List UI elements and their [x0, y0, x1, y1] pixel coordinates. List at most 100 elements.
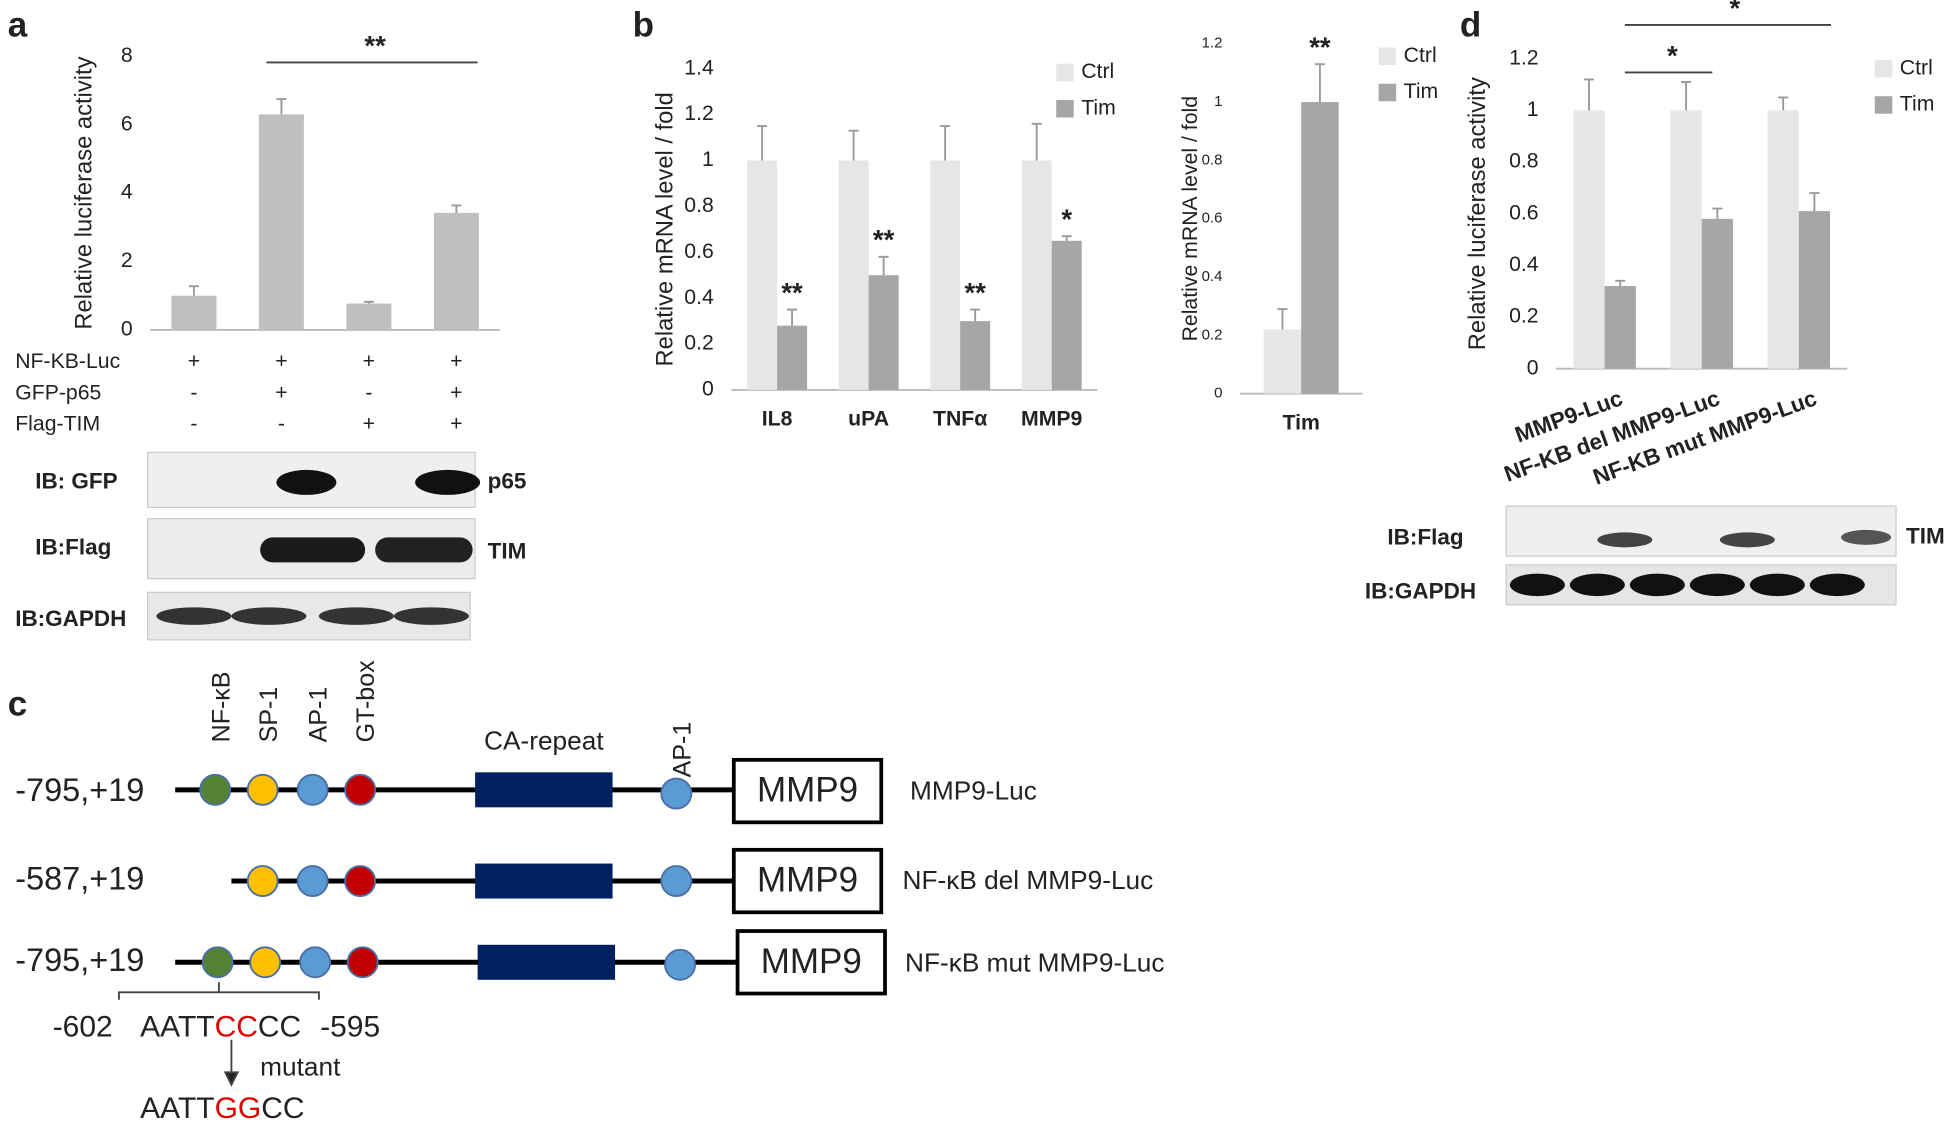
condition-mark: +	[450, 412, 462, 436]
error-bar	[970, 308, 981, 322]
panel-letter: d	[1460, 6, 1481, 45]
site-label: NF-κB	[207, 672, 235, 743]
bar	[747, 160, 778, 390]
condition-mark: +	[363, 412, 375, 436]
legend-label: Tim	[1404, 79, 1439, 103]
bar	[171, 295, 217, 330]
bar	[1573, 110, 1605, 369]
gene-label: MMP9	[757, 861, 858, 900]
gene-label: MMP9	[757, 771, 858, 810]
bar	[1021, 160, 1052, 390]
site-label: AP-1	[668, 722, 696, 778]
condition-name: Flag-TIM	[15, 412, 100, 436]
bar	[930, 160, 961, 390]
error-bar	[1277, 308, 1288, 330]
bar	[960, 321, 991, 390]
bar	[1263, 329, 1302, 394]
blot-label: IB:GAPDH	[15, 606, 126, 631]
range-label: -795,+19	[15, 772, 144, 808]
panel-letter: a	[8, 6, 28, 45]
mutant-sequence: AATTGGCC	[140, 1092, 304, 1125]
condition-mark: -	[365, 380, 372, 404]
condition-mark: +	[188, 349, 200, 373]
y-tick-label: 0.2	[1202, 326, 1223, 343]
construct-name: NF-κB del MMP9-Luc	[903, 865, 1154, 895]
y-tick-label: 1	[1214, 93, 1222, 110]
position-label: -595	[320, 1010, 380, 1043]
y-tick-label: 0.4	[1202, 268, 1223, 285]
error-bar	[1681, 81, 1692, 111]
legend-label: Ctrl	[1900, 55, 1933, 79]
blot-protein: p65	[488, 468, 527, 493]
panel-letter: b	[633, 6, 654, 45]
condition-mark: +	[450, 349, 462, 373]
error-bar	[451, 204, 462, 213]
significance: **	[964, 277, 986, 308]
panel-letter: c	[8, 684, 27, 723]
blot-label: IB:Flag	[35, 535, 111, 560]
y-tick-label: 1.2	[684, 101, 714, 125]
error-bar	[1031, 122, 1042, 161]
error-bar	[1584, 78, 1595, 111]
bar	[346, 303, 392, 330]
bar	[868, 275, 899, 390]
condition-name: GFP-p65	[15, 380, 101, 404]
y-axis-label: Relative luciferase activity	[71, 56, 97, 329]
range-label: -795,+19	[15, 942, 144, 978]
significance: **	[781, 277, 803, 308]
site-label: AP-1	[305, 687, 333, 743]
condition-name: NF-KB-Luc	[15, 349, 120, 373]
y-tick-label: 0.6	[684, 239, 714, 263]
construct-name: NF-κB mut MMP9-Luc	[905, 948, 1164, 978]
x-tick-label: Tim	[1282, 410, 1319, 434]
significance: *	[1061, 203, 1072, 234]
error-bar	[787, 308, 798, 326]
condition-mark: -	[190, 380, 197, 404]
y-tick-label: 0	[121, 317, 133, 341]
x-tick-label: TNFα	[933, 407, 987, 431]
position-label: -602	[53, 1010, 113, 1043]
y-tick-label: 0.2	[1509, 304, 1539, 328]
error-bar	[188, 285, 199, 296]
mutant-label: mutant	[260, 1051, 341, 1081]
bar	[1767, 110, 1799, 369]
condition-mark: -	[278, 412, 285, 436]
y-axis-label: Relative mRNA level / fold	[653, 92, 679, 366]
x-tick-label: uPA	[848, 407, 889, 431]
wild-sequence: AATTCCCC	[140, 1010, 301, 1043]
x-tick-label: IL8	[762, 407, 793, 431]
y-tick-label: 1.2	[1202, 35, 1223, 52]
y-tick-label: 1	[1527, 97, 1539, 121]
ca-label: CA-repeat	[484, 725, 604, 755]
error-bar	[363, 300, 374, 304]
y-tick-label: 8	[121, 43, 133, 67]
legend-label: Ctrl	[1404, 43, 1437, 67]
x-tick-label: MMP9	[1021, 407, 1083, 431]
legend-swatch	[1056, 63, 1074, 82]
y-tick-label: 0.2	[684, 331, 714, 355]
significance: **	[873, 224, 895, 255]
legend-swatch	[1378, 83, 1397, 102]
error-bar	[1061, 235, 1072, 241]
bar	[1604, 286, 1636, 369]
error-bar	[1314, 63, 1325, 103]
y-tick-label: 0.8	[1509, 149, 1539, 173]
blot-label: IB:GAPDH	[1365, 578, 1476, 603]
y-axis-label: Relative luciferase activity	[1465, 77, 1491, 350]
significance: *	[1667, 40, 1678, 71]
gene-label: MMP9	[761, 942, 862, 981]
error-bar	[848, 129, 859, 161]
y-tick-label: 0.8	[684, 193, 714, 217]
condition-mark: +	[275, 380, 287, 404]
bar	[838, 160, 869, 390]
error-bar	[1778, 96, 1789, 111]
blot-a	[147, 451, 481, 641]
error-bar	[276, 98, 287, 115]
error-bar	[1615, 279, 1626, 287]
site-label: SP-1	[255, 687, 283, 743]
blot-protein: TIM	[488, 538, 527, 563]
y-tick-label: 0	[1527, 355, 1539, 379]
significance: **	[1309, 31, 1331, 62]
promoter-diagram	[118, 757, 887, 1087]
